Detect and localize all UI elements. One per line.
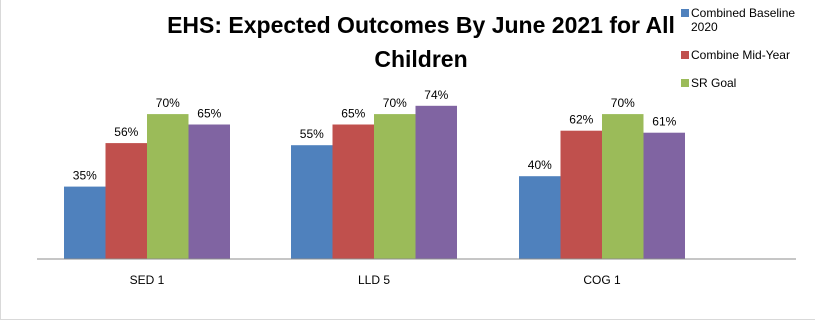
data-label: 55% (300, 127, 324, 141)
x-tick-label: COG 1 (583, 273, 621, 287)
legend-item-mid-year: Combine Mid-Year (681, 48, 815, 62)
bar-mid-year-lld-5 (332, 124, 374, 259)
bar-series-4-lld-5 (415, 105, 457, 259)
bar-sr-goal-sed-1 (147, 114, 189, 259)
bar-combined-baseline-sed-1 (64, 186, 106, 259)
data-label: 65% (341, 107, 365, 121)
data-label: 62% (569, 113, 593, 127)
x-tick-label: LLD 5 (358, 273, 390, 287)
bar-sr-goal-cog-1 (602, 114, 644, 259)
legend-label: SR Goal (691, 76, 737, 90)
data-label: 70% (383, 96, 407, 110)
x-tick-label: SED 1 (130, 273, 165, 287)
legend-item-sr-goal: SR Goal (681, 76, 815, 90)
x-tick-labels-layer: SED 1 LLD 5 COG 1 (130, 273, 621, 287)
legend: Combined Baseline 2020 Combine Mid-Year … (681, 6, 815, 104)
data-label: 61% (652, 115, 676, 129)
bar-mid-year-cog-1 (560, 130, 602, 259)
legend-label: Combined Baseline 2020 (691, 6, 796, 34)
chart-title: EHS: Expected Outcomes By June 2021 for … (167, 12, 675, 72)
legend-label: Combine Mid-Year (691, 48, 790, 62)
data-label: 40% (528, 158, 552, 172)
legend-swatch (681, 9, 689, 17)
data-label: 35% (73, 169, 97, 183)
bar-sr-goal-lld-5 (374, 114, 416, 259)
data-labels-layer: 35% 56% 70% 65% 55% 65% 70% 74% 40% 62% 70% 61% (73, 88, 677, 183)
bar-mid-year-sed-1 (105, 143, 147, 259)
bars-layer (64, 105, 685, 259)
data-label: 74% (424, 88, 448, 102)
bar-series-4-sed-1 (188, 124, 230, 259)
legend-swatch (681, 51, 689, 59)
data-label: 56% (114, 125, 138, 139)
legend-item-combined-baseline: Combined Baseline 2020 (681, 6, 815, 34)
data-label: 70% (156, 96, 180, 110)
data-label: 70% (611, 96, 635, 110)
legend-swatch (681, 79, 689, 87)
data-label: 65% (197, 107, 221, 121)
bar-combined-baseline-lld-5 (291, 145, 333, 259)
bar-combined-baseline-cog-1 (519, 176, 561, 259)
bar-series-4-cog-1 (643, 132, 685, 259)
